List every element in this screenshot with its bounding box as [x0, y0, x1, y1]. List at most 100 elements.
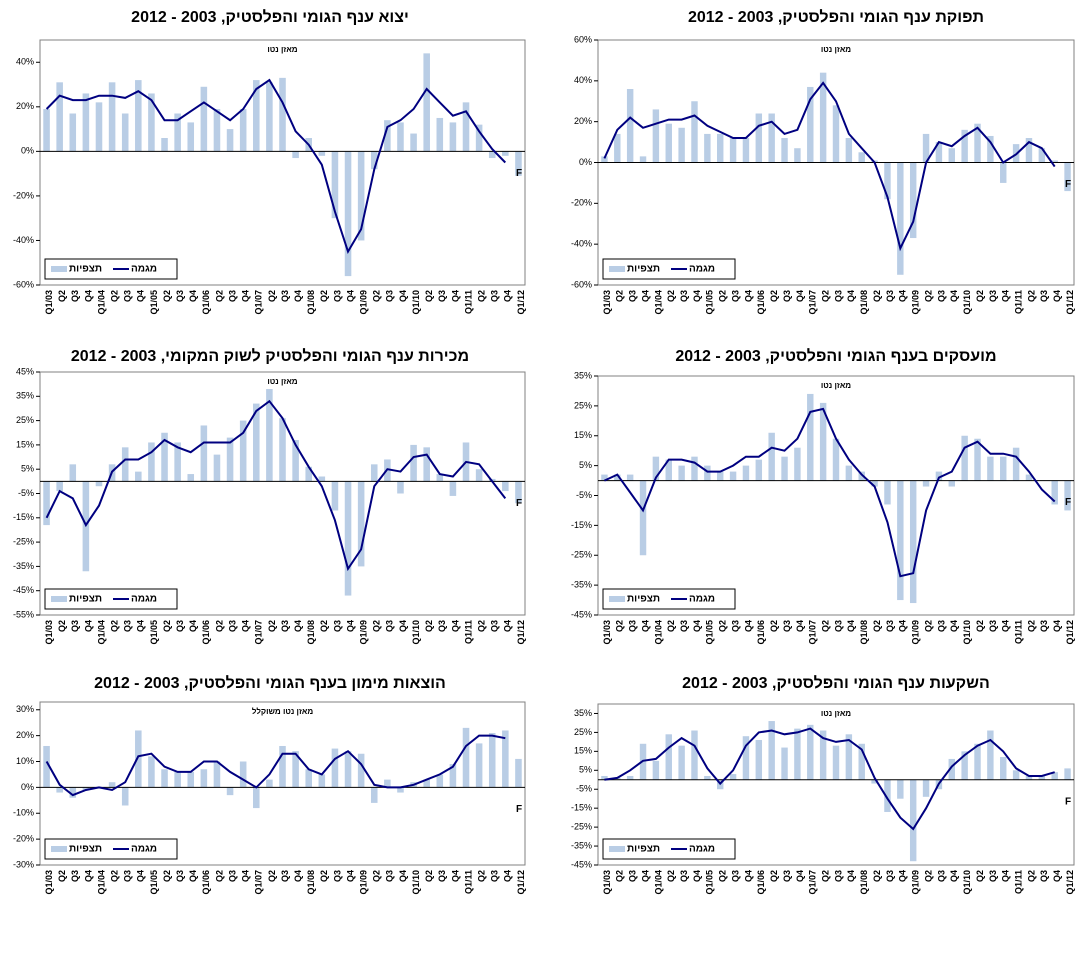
bar [515, 758, 522, 788]
bar [717, 471, 724, 481]
subtitle: מאזן נטו [821, 709, 851, 718]
x-tick-label: Q1/09 [359, 870, 369, 895]
x-tick-label: Q3 [885, 290, 895, 302]
bar [266, 779, 273, 788]
x-tick-label: Q4 [949, 620, 959, 632]
y-tick-label: -25% [571, 821, 592, 831]
x-tick-label: Q3 [988, 620, 998, 632]
bar [135, 80, 142, 152]
bar [935, 471, 943, 481]
x-tick-label: Q3 [123, 620, 133, 632]
bar [56, 787, 63, 793]
y-tick-label: 0% [21, 782, 34, 792]
bar [768, 721, 775, 780]
x-tick-label: Q4 [846, 870, 856, 882]
bar [1064, 480, 1071, 511]
x-tick-label: Q2 [267, 870, 277, 882]
x-tick-label: Q3 [679, 620, 689, 632]
bar [807, 724, 814, 780]
x-tick-label: Q1/06 [756, 870, 766, 895]
x-tick-label: Q2 [821, 870, 831, 882]
annotation: F [516, 168, 522, 179]
x-tick-label: Q1/05 [149, 290, 159, 315]
bar [1025, 138, 1033, 163]
y-tick-label: -40% [571, 239, 592, 249]
x-tick-label: Q4 [692, 620, 702, 632]
x-tick-label: Q3 [936, 620, 946, 632]
x-tick-label: Q1/10 [962, 870, 972, 895]
bar [922, 133, 930, 163]
x-tick-label: Q4 [503, 620, 513, 632]
x-tick-label: Q3 [679, 290, 689, 302]
plot-area [597, 375, 1075, 616]
x-tick-label: Q4 [136, 290, 146, 302]
plot-area [597, 703, 1075, 866]
x-tick-label: Q2 [476, 870, 486, 882]
x-tick-label: Q1/04 [653, 620, 663, 645]
bar [410, 444, 417, 482]
bar [318, 476, 326, 482]
x-tick-label: Q1/11 [463, 290, 473, 314]
x-tick-label: Q2 [769, 290, 779, 302]
bar [213, 454, 221, 482]
bar [845, 465, 853, 481]
bar [639, 156, 647, 163]
legend-box [44, 838, 178, 860]
y-tick-label: 30% [16, 704, 34, 714]
legend-label: מגמה [689, 844, 715, 855]
x-tick-label: Q2 [372, 620, 382, 632]
x-tick-label: Q4 [743, 290, 753, 302]
bar [652, 760, 660, 780]
x-tick-label: Q4 [83, 290, 93, 302]
x-tick-label: Q1/08 [859, 870, 869, 895]
bar [331, 151, 339, 219]
bar [858, 152, 865, 163]
bar [1025, 775, 1033, 780]
y-tick-label: 10% [16, 756, 34, 766]
x-tick-label: Q2 [615, 870, 625, 882]
bar [1064, 768, 1071, 780]
legend-label: מגמה [689, 594, 715, 605]
x-tick-label: Q2 [109, 290, 119, 302]
plot-area [39, 371, 526, 616]
x-tick-label: Q2 [975, 870, 985, 882]
bar [729, 138, 737, 163]
bar [305, 769, 312, 788]
y-tick-label: 45% [16, 366, 34, 376]
y-tick-label: 0% [21, 146, 34, 156]
chart-title: מועסקים בענף הגומי והפלסטיק, 2003 - 2012 [675, 347, 996, 365]
y-tick-label: 60% [574, 34, 592, 44]
x-tick-label: Q4 [1052, 620, 1062, 632]
x-tick-label: Q1/07 [254, 870, 264, 895]
x-tick-label: Q2 [923, 290, 933, 302]
x-tick-label: Q3 [280, 290, 290, 302]
x-tick-label: Q2 [319, 870, 329, 882]
bar [922, 779, 930, 797]
bar [213, 109, 221, 152]
bar [384, 779, 391, 788]
x-tick-label: Q1/05 [705, 870, 715, 895]
x-tick-label: Q4 [795, 290, 805, 302]
bar [1051, 480, 1058, 505]
bar [768, 113, 775, 163]
bar [871, 480, 878, 487]
bar [909, 480, 917, 604]
bar [974, 123, 981, 163]
plot-area [39, 39, 526, 286]
x-tick-label: Q4 [503, 870, 513, 882]
legend-label: מגמה [131, 594, 157, 605]
x-tick-label: Q1/04 [653, 870, 663, 895]
legend-label: תצפיות [69, 264, 102, 275]
bar [601, 156, 608, 163]
x-tick-label: Q3 [490, 290, 500, 302]
x-tick-label: Q1/07 [254, 290, 264, 315]
bar [691, 730, 698, 780]
x-tick-label: Q1/03 [44, 620, 54, 645]
x-tick-label: Q2 [319, 620, 329, 632]
x-tick-label: Q1/06 [201, 620, 211, 645]
bar [897, 162, 904, 275]
bar [678, 745, 685, 780]
bar [331, 481, 339, 511]
x-tick-label: Q3 [782, 620, 792, 632]
legend-swatch [51, 266, 67, 272]
